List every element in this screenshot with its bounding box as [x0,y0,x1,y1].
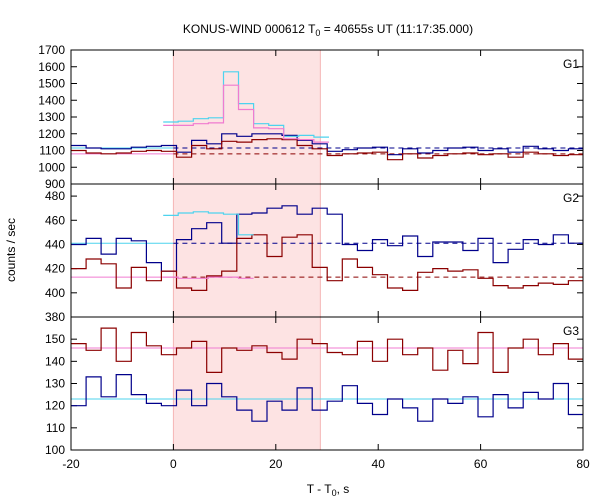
y-tick-label: 440 [45,237,65,251]
y-tick-label: 1700 [38,43,65,57]
light-curve-pink [163,84,329,143]
x-tick-label: 0 [170,457,177,471]
y-tick-label: 380 [45,310,65,324]
y-tick-label: 1200 [38,127,65,141]
x-axis-label-suffix: , s [337,482,350,496]
y-tick-label: 140 [45,354,65,368]
light-curve-blue [71,133,583,156]
x-axis-label-subscript: 0 [332,488,337,498]
y-tick-label: 120 [45,399,65,413]
chart-title-subscript: 0 [315,28,320,38]
y-tick-label: 1000 [38,160,65,174]
y-tick-label: 1400 [38,93,65,107]
y-tick-label: 110 [46,421,65,435]
y-tick-label: 480 [45,189,65,203]
panel-label-g3: G3 [563,324,579,338]
y-tick-label: 1500 [38,77,65,91]
plot-layer: 90010001100120013001400150016001700G1380… [38,43,590,471]
y-tick-label: 900 [45,177,65,191]
x-axis-label-prefix: T - T [307,482,333,496]
chart-title-prefix: KONUS-WIND 000612 T [183,22,316,36]
x-axis-label: T - T0, s [307,482,350,498]
y-tick-label: 1300 [38,110,65,124]
light-curve-blue [71,374,583,422]
x-tick-label: 40 [372,457,386,471]
light-curve-cyan [163,211,254,236]
panel-label-g2: G2 [563,191,579,205]
y-tick-label: 100 [45,443,65,457]
x-tick-label: 60 [474,457,488,471]
panel-label-g1: G1 [563,57,579,71]
light-curve-cyan [163,71,329,138]
x-tick-label: 80 [576,457,590,471]
x-tick-label: 20 [269,457,283,471]
y-tick-label: 1100 [39,144,65,158]
chart-title: KONUS-WIND 000612 T0 = 40655s UT (11:17:… [183,22,473,38]
y-tick-label: 130 [45,377,65,391]
y-axis-label: counts / sec [4,218,18,282]
light-curve-blue [71,205,583,272]
x-tick-label: -20 [62,457,80,471]
y-tick-label: 460 [45,213,65,227]
chart-title-suffix: = 40655s UT (11:17:35.000) [320,22,473,36]
highlight-interval [172,49,321,451]
y-tick-label: 420 [45,262,65,276]
light-curve-pink [163,276,254,279]
y-tick-label: 150 [45,332,65,346]
y-tick-label: 1600 [38,60,65,74]
light-curve-red [71,327,583,373]
y-tick-label: 400 [45,286,65,300]
panel-frame [70,316,584,451]
light-curve-red [71,138,583,161]
light-curve-red [71,234,583,291]
